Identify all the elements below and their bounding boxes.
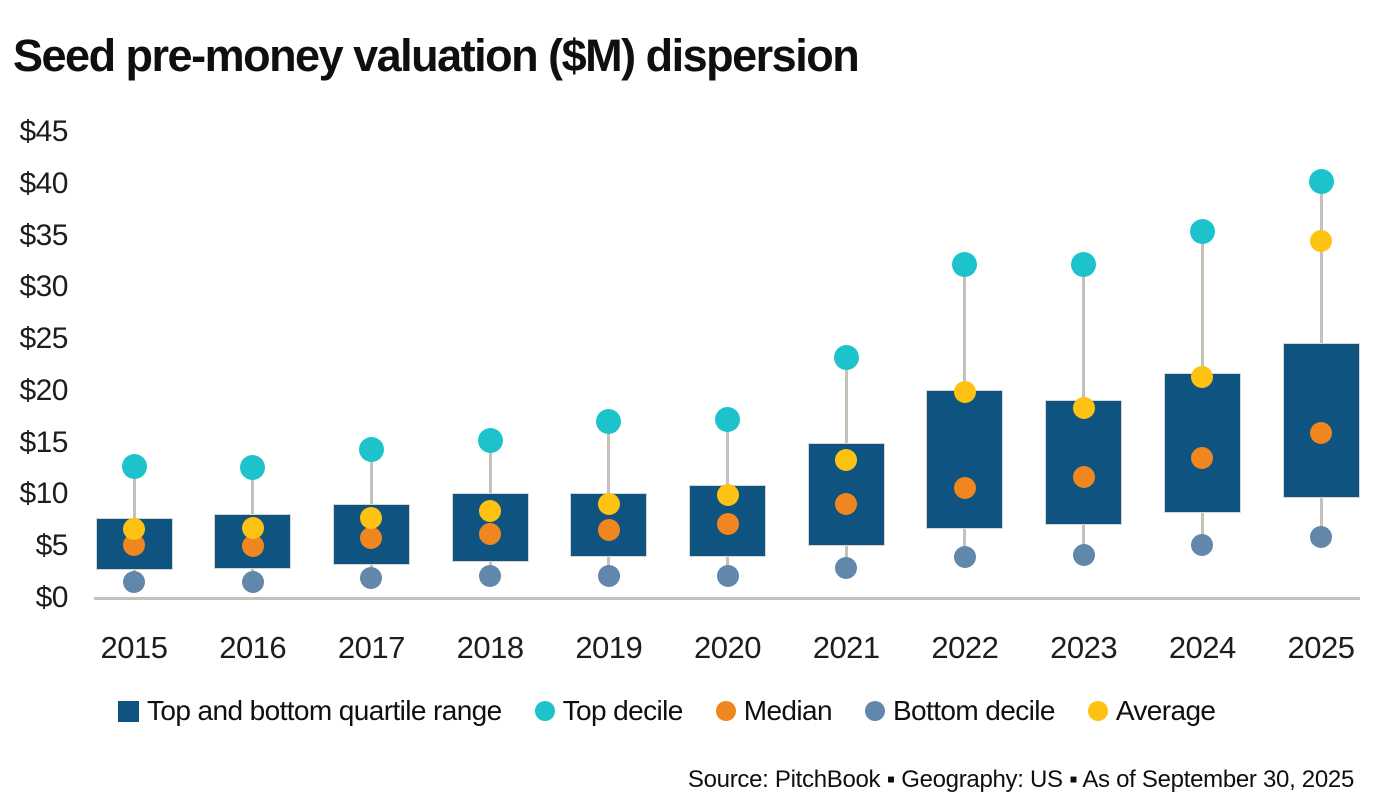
y-tick-label: $45 [19, 114, 68, 148]
top-decile-dot [596, 409, 622, 435]
x-tick-label: 2023 [1050, 630, 1118, 665]
bottom-decile-dot [1191, 534, 1214, 557]
quartile-range-box [926, 389, 1004, 529]
bottom-decile-dot [716, 565, 739, 588]
average-dot [479, 500, 502, 522]
average-dot [123, 517, 145, 540]
legend-item-label: Top and bottom quartile range [147, 695, 502, 726]
x-tick-label: 2016 [219, 630, 287, 665]
average-dot [1191, 366, 1214, 389]
quartile-range-box [1282, 343, 1360, 498]
bottom-decile-dot [123, 571, 145, 594]
bottom-decile-dot [360, 567, 383, 590]
legend-circle-marker-icon [1087, 701, 1108, 721]
average-dot [597, 492, 620, 515]
top-decile-dot [1071, 252, 1097, 278]
legend-item-average: Average [1087, 695, 1216, 727]
bottom-decile-dot [953, 545, 976, 568]
average-dot [1072, 397, 1095, 420]
legend-item-bottom-decile: Bottom decile [864, 695, 1055, 727]
x-tick-label: 2015 [100, 630, 168, 665]
bottom-decile-dot [1072, 543, 1095, 566]
top-decile-dot [715, 407, 740, 433]
median-dot [1191, 447, 1214, 470]
top-decile-dot [121, 453, 147, 479]
top-decile-dot [1308, 169, 1334, 195]
y-tick-label: $15 [19, 425, 68, 459]
top-decile-dot [952, 252, 978, 278]
legend-circle-marker-icon [715, 701, 736, 721]
x-tick-label: 2020 [694, 630, 761, 665]
chart-title: Seed pre-money valuation ($M) dispersion [13, 30, 860, 81]
top-decile-dot [358, 437, 384, 463]
median-dot [479, 522, 502, 545]
average-dot [360, 507, 383, 530]
legend-item-top-decile: Top decile [534, 695, 684, 727]
bottom-decile-dot [835, 556, 858, 579]
x-tick-label: 2024 [1168, 630, 1236, 665]
legend-item-top-and-bottom-quartile-range: Top and bottom quartile range [118, 695, 502, 727]
x-tick-label: 2018 [456, 630, 524, 665]
top-decile-dot [240, 455, 266, 480]
median-dot [953, 477, 976, 500]
y-tick-label: $5 [35, 529, 69, 563]
bottom-decile-dot [479, 565, 502, 588]
x-tick-label: 2019 [575, 630, 643, 665]
median-dot [123, 534, 145, 557]
source-line: Source: PitchBook ▪ Geography: US ▪ As o… [687, 766, 1354, 793]
y-tick-label: $10 [19, 477, 68, 511]
y-tick-label: $35 [19, 218, 68, 252]
y-tick-label: $40 [19, 166, 68, 200]
legend-item-label: Average [1115, 695, 1216, 726]
median-dot [1310, 422, 1332, 445]
average-dot [716, 484, 739, 507]
legend-circle-marker-icon [534, 701, 555, 721]
median-dot [597, 518, 620, 541]
top-decile-dot [477, 428, 503, 454]
plot-area: $45 $40 $35 $30 $25 $20 $15 $10 $5 $0 2015 2016 201… [19, 114, 1360, 665]
x-tick-label: 2025 [1287, 630, 1355, 665]
median-dot [1072, 465, 1095, 488]
bottom-decile-dot [241, 571, 264, 594]
legend-item-median: Median [715, 695, 833, 727]
top-decile-dot [833, 345, 859, 371]
legend-circle-marker-icon [864, 701, 885, 721]
bottom-decile-dot [597, 565, 620, 588]
legend-item-label: Top decile [562, 695, 684, 726]
y-tick-label: $20 [19, 373, 68, 407]
quartile-range-box [1163, 373, 1241, 514]
legend-item-label: Median [743, 695, 833, 726]
x-axis-line [94, 596, 1360, 600]
legend: Top and bottom quartile range Top decile M… [118, 695, 1216, 727]
average-dot [241, 516, 264, 539]
median-dot [360, 526, 383, 549]
legend-square-marker-icon [118, 700, 139, 722]
bottom-decile-dot [1310, 525, 1332, 548]
average-dot [1310, 229, 1332, 252]
legend-item-label: Bottom decile [892, 695, 1055, 726]
median-dot [716, 513, 739, 536]
median-dot [835, 492, 858, 515]
y-tick-label: $30 [19, 270, 68, 304]
x-tick-label: 2022 [931, 630, 999, 665]
x-tick-label: 2021 [812, 630, 880, 665]
average-dot [835, 449, 858, 472]
median-dot [241, 535, 264, 558]
x-tick-label: 2017 [337, 630, 405, 665]
top-decile-dot [1189, 218, 1215, 244]
y-tick-label: $0 [35, 581, 69, 614]
y-tick-label: $25 [19, 322, 68, 356]
average-dot [953, 380, 976, 403]
